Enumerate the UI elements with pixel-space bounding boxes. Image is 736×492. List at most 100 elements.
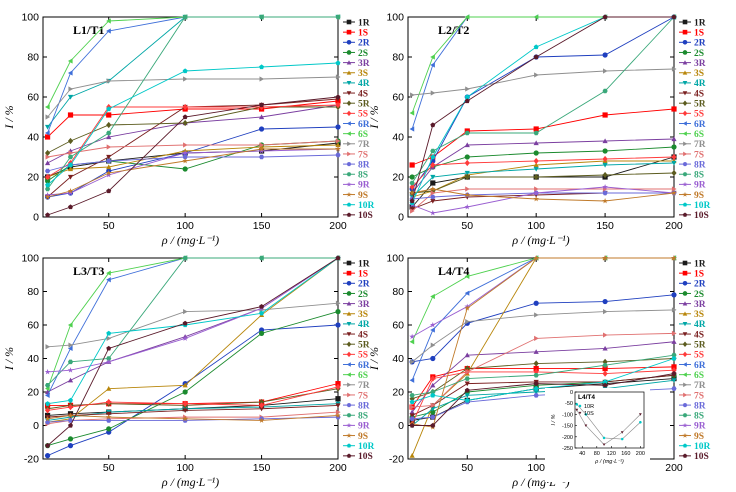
legend-label: 2S bbox=[358, 290, 368, 300]
data-point bbox=[106, 386, 112, 391]
data-point bbox=[67, 443, 74, 449]
data-point bbox=[335, 14, 341, 20]
inset-data-point bbox=[602, 443, 606, 447]
data-point bbox=[533, 196, 540, 202]
series-2R bbox=[409, 292, 677, 365]
data-point bbox=[409, 416, 415, 422]
legend-label: 8R bbox=[358, 401, 370, 411]
legend-label: 3R bbox=[358, 59, 370, 69]
legend-label: 4S bbox=[358, 89, 368, 99]
data-point bbox=[259, 76, 265, 82]
legend-label: 10S bbox=[358, 452, 373, 462]
data-point bbox=[533, 130, 539, 136]
y-tick-label: 0 bbox=[33, 420, 39, 432]
data-point bbox=[67, 322, 73, 328]
legend-label: 9S bbox=[358, 191, 368, 201]
legend: 1R1S2R2S3R3S4R4S5R5S6R6S7R7S8R8S9R9S10R1… bbox=[343, 18, 375, 221]
legend-marker bbox=[682, 91, 688, 96]
legend-label: 1R bbox=[358, 18, 370, 28]
legend-label: 8R bbox=[694, 401, 706, 411]
series-line bbox=[412, 332, 675, 408]
y-tick-label: 80 bbox=[392, 286, 404, 298]
data-point bbox=[68, 204, 73, 210]
data-point bbox=[106, 426, 112, 432]
inset-data-point bbox=[575, 408, 579, 412]
series-line bbox=[47, 257, 339, 423]
data-point bbox=[258, 330, 265, 336]
legend-label: 4R bbox=[694, 79, 706, 89]
series-line bbox=[47, 416, 339, 423]
legend-marker bbox=[683, 151, 688, 157]
data-point bbox=[464, 387, 470, 393]
legend-marker bbox=[682, 351, 688, 358]
data-point bbox=[259, 102, 265, 108]
series-line bbox=[411, 146, 675, 178]
data-point bbox=[464, 290, 470, 296]
series-8R bbox=[44, 152, 341, 174]
series-line bbox=[411, 188, 674, 212]
series-line bbox=[411, 16, 675, 184]
legend-label: 7R bbox=[358, 381, 370, 391]
series-line bbox=[47, 154, 339, 172]
data-point bbox=[465, 369, 470, 375]
series-line bbox=[412, 373, 675, 426]
data-point bbox=[430, 355, 436, 362]
series-9R bbox=[44, 146, 341, 198]
data-point bbox=[602, 52, 608, 58]
legend-label: 8R bbox=[358, 160, 370, 170]
data-point bbox=[335, 60, 341, 66]
legend-marker bbox=[346, 453, 352, 458]
data-point bbox=[409, 395, 415, 402]
data-point bbox=[335, 142, 341, 148]
data-point bbox=[464, 397, 470, 403]
legend-marker bbox=[346, 202, 352, 207]
series-line bbox=[47, 96, 339, 216]
legend-label: 4R bbox=[358, 320, 370, 330]
data-point bbox=[259, 310, 265, 316]
legend-label: 4R bbox=[694, 320, 706, 330]
data-point bbox=[183, 309, 188, 315]
series-line bbox=[47, 76, 339, 118]
data-point bbox=[68, 162, 73, 168]
data-point bbox=[409, 333, 415, 340]
legend-marker bbox=[682, 311, 688, 316]
series-line bbox=[411, 16, 675, 190]
legend-label: 6R bbox=[694, 361, 706, 371]
data-point bbox=[533, 157, 539, 165]
inset-frame bbox=[574, 391, 645, 449]
legend-label: 6S bbox=[358, 371, 368, 381]
data-point bbox=[44, 124, 51, 130]
legend-label: 10R bbox=[694, 201, 711, 211]
series-line bbox=[47, 257, 338, 396]
data-point bbox=[534, 72, 539, 78]
x-axis-label: ρ / (mg·L⁻¹) bbox=[511, 233, 569, 247]
legend-marker bbox=[346, 191, 352, 197]
data-point bbox=[44, 419, 51, 425]
data-point bbox=[258, 154, 265, 160]
legend-marker bbox=[682, 202, 688, 207]
data-point bbox=[464, 273, 470, 280]
legend-label: 3S bbox=[358, 310, 368, 320]
data-point bbox=[671, 136, 677, 142]
legend-label: 6R bbox=[358, 120, 370, 130]
data-point bbox=[45, 114, 51, 120]
series-line bbox=[411, 186, 675, 214]
data-point bbox=[44, 178, 51, 184]
legend-marker bbox=[682, 19, 688, 25]
data-point bbox=[67, 188, 74, 194]
data-point bbox=[602, 171, 608, 179]
series-7S bbox=[410, 186, 677, 214]
data-point bbox=[429, 322, 436, 328]
data-point bbox=[410, 92, 415, 98]
y-tick-label: 20 bbox=[27, 172, 39, 184]
series-line bbox=[47, 104, 339, 178]
data-point bbox=[44, 194, 51, 200]
legend-label: 10S bbox=[694, 211, 709, 221]
legend-marker bbox=[347, 151, 352, 157]
data-point bbox=[671, 255, 677, 261]
legend-marker bbox=[682, 40, 688, 45]
data-point bbox=[258, 398, 265, 406]
data-point bbox=[182, 158, 188, 164]
series-line bbox=[412, 188, 675, 202]
data-point bbox=[430, 154, 436, 160]
